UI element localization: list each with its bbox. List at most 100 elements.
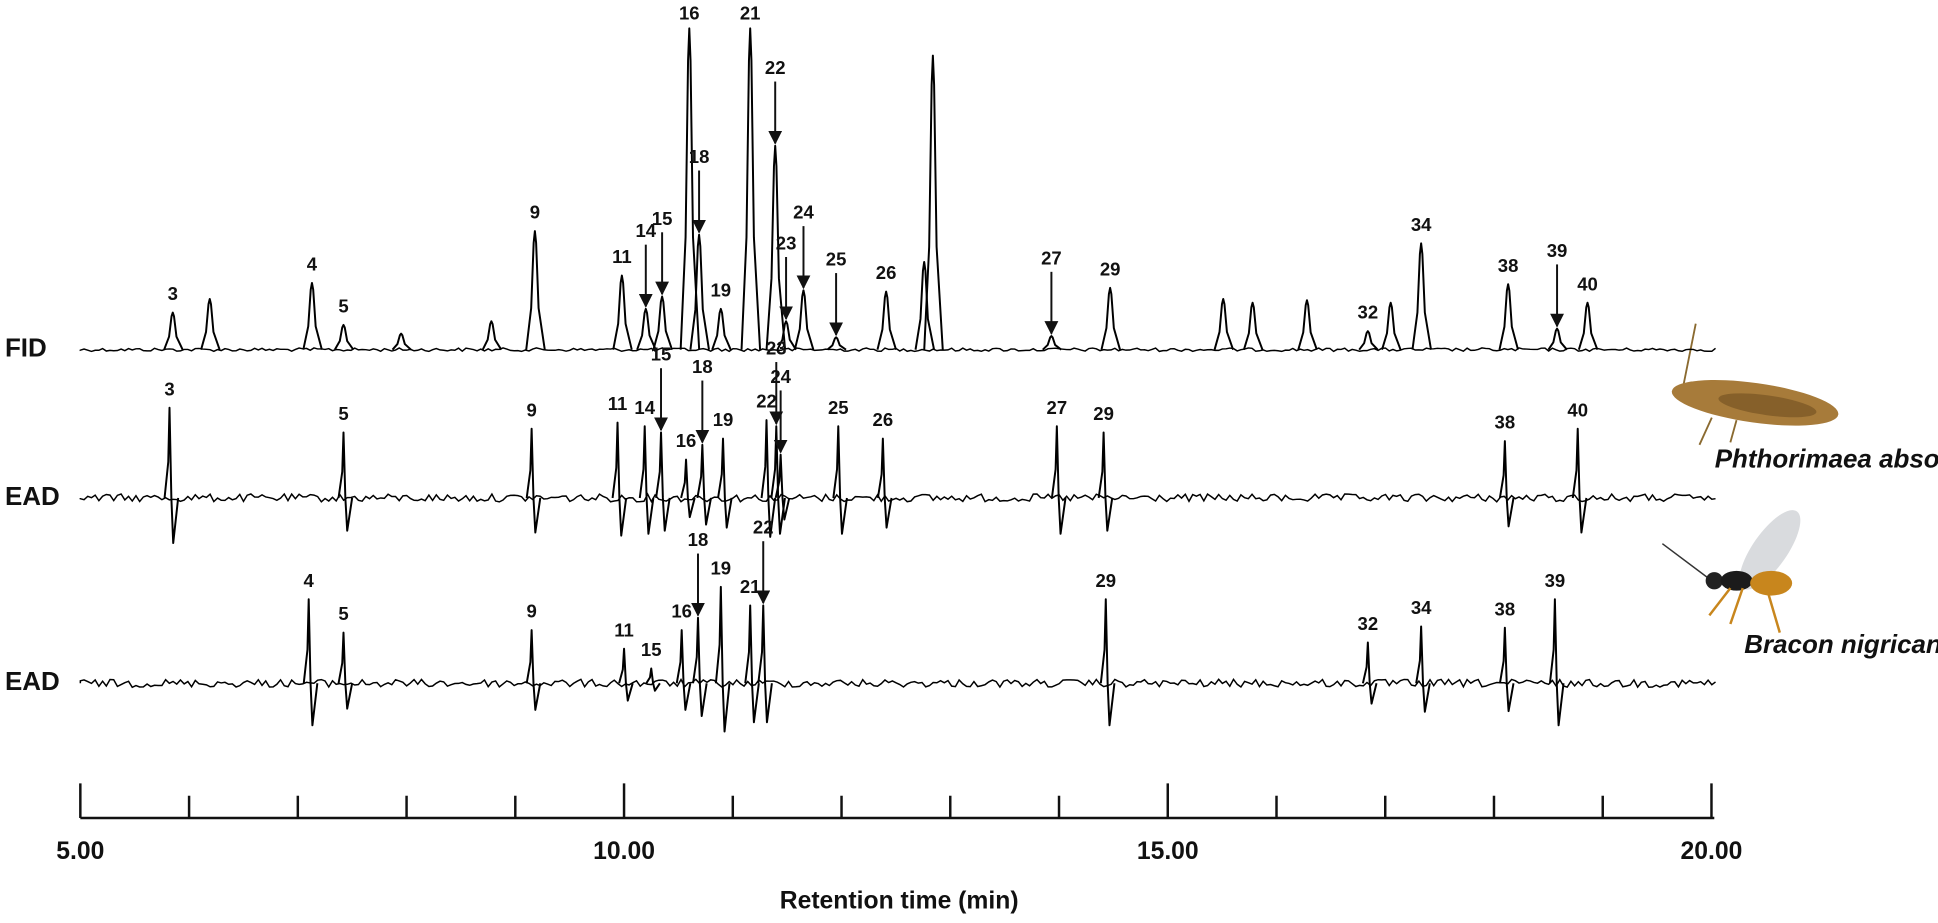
peak bbox=[1242, 301, 1264, 351]
peak-label: 29 bbox=[1093, 403, 1114, 424]
peak bbox=[1571, 427, 1588, 534]
peak-label: 27 bbox=[1047, 397, 1068, 418]
peak bbox=[200, 298, 221, 351]
peak-label: 22 bbox=[753, 517, 774, 538]
x-tick-label: 5.00 bbox=[56, 838, 104, 865]
peak bbox=[770, 425, 786, 535]
peak bbox=[1042, 335, 1062, 351]
peak bbox=[1498, 626, 1515, 713]
peak bbox=[302, 598, 319, 727]
species-label: Bracon nigricans bbox=[1744, 631, 1938, 659]
baseline-noise bbox=[79, 677, 1716, 689]
peak-label: 11 bbox=[612, 246, 632, 267]
trace-label: FID bbox=[5, 335, 47, 363]
peak-label: 11 bbox=[614, 619, 634, 640]
wasp-illustration bbox=[1661, 510, 1801, 633]
peak bbox=[1498, 283, 1519, 350]
peak-label: 16 bbox=[671, 601, 692, 622]
peak-label: 3 bbox=[164, 378, 174, 399]
peak bbox=[680, 458, 696, 519]
peak-label: 23 bbox=[766, 338, 787, 359]
peak bbox=[740, 27, 762, 350]
peak bbox=[876, 290, 897, 350]
peak-label: 19 bbox=[713, 409, 734, 430]
peak-label: 15 bbox=[652, 208, 673, 229]
peak-label: 23 bbox=[776, 233, 797, 254]
peak bbox=[481, 320, 503, 351]
x-axis-title: Retention time (min) bbox=[780, 888, 1019, 915]
peak bbox=[826, 336, 847, 351]
peak-label: 34 bbox=[1411, 597, 1432, 618]
peak-label: 38 bbox=[1498, 255, 1519, 276]
peak-label: 29 bbox=[1100, 258, 1121, 279]
peak bbox=[876, 437, 893, 529]
peak bbox=[1361, 641, 1378, 705]
peak bbox=[760, 419, 777, 538]
peak bbox=[618, 647, 634, 702]
peak bbox=[391, 332, 412, 351]
peak bbox=[1358, 330, 1379, 351]
peak bbox=[636, 307, 657, 351]
peak-label: 15 bbox=[641, 639, 662, 660]
peak-label: 14 bbox=[635, 220, 656, 241]
peak-label: 19 bbox=[711, 279, 732, 300]
peak-label: 29 bbox=[1095, 570, 1116, 591]
peak-label: 4 bbox=[304, 570, 315, 591]
trace-label: EAD bbox=[5, 668, 60, 696]
peak bbox=[163, 406, 180, 545]
peak bbox=[774, 453, 791, 521]
peak-label: 38 bbox=[1495, 412, 1516, 433]
peak bbox=[914, 260, 936, 350]
peak bbox=[832, 425, 848, 535]
baseline-noise bbox=[79, 492, 1716, 504]
peak bbox=[675, 629, 692, 711]
peak bbox=[525, 230, 546, 350]
peak-label: 9 bbox=[526, 399, 536, 420]
peak bbox=[793, 289, 815, 350]
x-tick-label: 10.00 bbox=[593, 838, 655, 865]
peak bbox=[711, 307, 732, 351]
peak-label: 16 bbox=[676, 430, 697, 451]
peak bbox=[645, 667, 661, 692]
x-tick-label: 20.00 bbox=[1681, 838, 1743, 865]
peak-label: 24 bbox=[793, 202, 814, 223]
peak bbox=[1498, 440, 1515, 528]
peak-label: 21 bbox=[740, 576, 761, 597]
peak-label: 5 bbox=[338, 403, 348, 424]
peak-label: 15 bbox=[651, 344, 672, 365]
peak-label: 3 bbox=[168, 283, 178, 304]
species-label: Phthorimaea absoluta bbox=[1715, 446, 1938, 474]
peak bbox=[1099, 598, 1116, 727]
peak bbox=[525, 629, 542, 711]
peak-label: 38 bbox=[1495, 598, 1516, 619]
peak bbox=[333, 323, 355, 351]
peak bbox=[714, 585, 731, 733]
peak bbox=[679, 27, 701, 350]
peak-label: 24 bbox=[770, 366, 791, 387]
peak-label: 18 bbox=[688, 529, 709, 550]
peak-label: 25 bbox=[828, 397, 849, 418]
peak bbox=[776, 320, 797, 351]
peak bbox=[696, 443, 712, 526]
peak-label: 4 bbox=[307, 254, 318, 275]
x-tick-label: 15.00 bbox=[1137, 838, 1199, 865]
peak-label: 26 bbox=[873, 409, 894, 430]
peak bbox=[765, 144, 787, 350]
peak bbox=[337, 431, 354, 532]
peak bbox=[923, 54, 944, 350]
peak-label: 32 bbox=[1358, 302, 1379, 323]
peak bbox=[652, 295, 673, 350]
peak bbox=[1548, 598, 1565, 727]
peak-label: 22 bbox=[765, 57, 786, 78]
peak bbox=[638, 425, 655, 535]
peak bbox=[302, 281, 323, 350]
peak-label: 40 bbox=[1577, 273, 1598, 294]
peak bbox=[1577, 301, 1599, 351]
peak-label: 21 bbox=[740, 3, 761, 24]
peak bbox=[1415, 625, 1431, 713]
peak-label: 39 bbox=[1547, 240, 1568, 261]
peak-label: 34 bbox=[1411, 214, 1432, 235]
peak-label: 39 bbox=[1545, 570, 1566, 591]
peak-label: 5 bbox=[338, 603, 348, 624]
